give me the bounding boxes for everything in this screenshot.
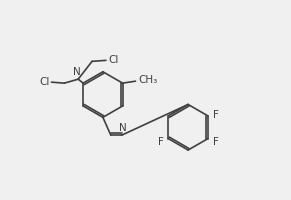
Text: F: F [213, 136, 219, 146]
Text: Cl: Cl [39, 77, 49, 87]
Text: F: F [157, 136, 164, 146]
Text: N: N [119, 123, 127, 133]
Text: Cl: Cl [108, 55, 118, 65]
Text: N: N [73, 67, 81, 77]
Text: CH₃: CH₃ [139, 75, 158, 85]
Text: F: F [213, 109, 219, 119]
